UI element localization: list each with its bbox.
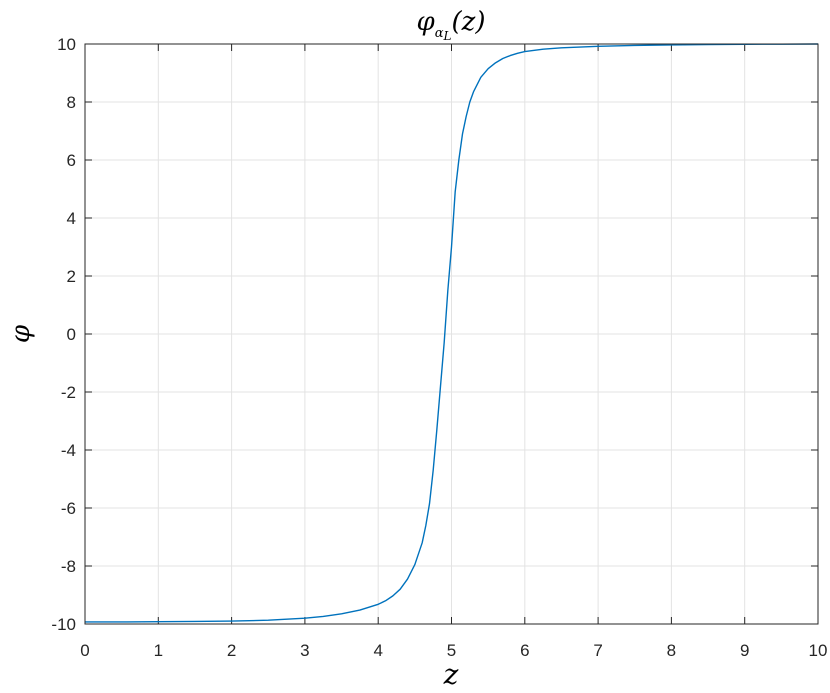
x-tick-label: 7 [593,641,602,660]
x-tick-labels: 0 1 2 3 4 5 6 7 8 9 10 [80,641,827,660]
x-tick-label: 4 [373,641,382,660]
x-tick-label: 1 [154,641,163,660]
x-tick-label: 3 [300,641,309,660]
x-tick-label: 2 [227,641,236,660]
chart-title: φαL(z) [417,7,486,43]
x-tick-label: 0 [80,641,89,660]
y-tick-label: 10 [57,35,76,54]
y-tick-label: 4 [67,209,76,228]
x-tick-label: 10 [809,641,828,660]
y-tick-label: -10 [51,615,76,634]
y-tick-label: -4 [61,441,76,460]
y-axis-label: φ [6,324,36,343]
series-line [85,43,819,623]
title-suffix: (z) [451,7,485,37]
y-tick-label: 6 [67,151,76,170]
x-tick-label: 9 [740,641,749,660]
y-tick-label: -2 [61,383,76,402]
title-base: φ [417,7,436,37]
x-axis-label: z [443,658,459,691]
y-tick-label: 0 [67,325,76,344]
title-sub-subscript: L [443,29,452,43]
y-tick-label: 2 [67,267,76,286]
axes-frame [84,43,819,625]
x-tick-label: 8 [667,641,676,660]
x-tick-label: 5 [447,641,456,660]
y-tick-labels: -10 -8 -6 -4 -2 0 2 4 6 8 10 [51,35,76,634]
x-tick-label: 6 [520,641,529,660]
title-subscript: α [435,26,444,41]
y-tick-label: 8 [67,93,76,112]
y-tick-label: -6 [61,499,76,518]
y-tick-label: -8 [61,557,76,576]
